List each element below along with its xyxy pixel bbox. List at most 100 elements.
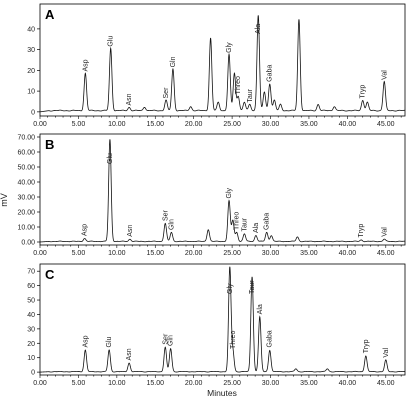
peak-label: Glu bbox=[106, 336, 113, 347]
x-tick-label: 0.00 bbox=[33, 121, 47, 128]
chromatogram-trace bbox=[39, 15, 405, 113]
peak-label: Asp bbox=[82, 59, 89, 71]
y-tick-label: 20 bbox=[27, 68, 35, 75]
y-tick-label: 40 bbox=[27, 26, 35, 33]
x-tick-label: 10.00 bbox=[108, 250, 126, 257]
x-tick-label: 35.00 bbox=[300, 250, 318, 257]
y-tick-label: 40 bbox=[27, 312, 35, 319]
peak-label: Ala bbox=[253, 223, 260, 233]
x-tick-label: 45.00 bbox=[377, 250, 395, 257]
x-tick-label: 20.00 bbox=[185, 121, 203, 128]
peak-label: Glu bbox=[107, 153, 114, 164]
x-tick-label: 40.00 bbox=[339, 121, 357, 128]
y-tick-label: 30 bbox=[27, 47, 35, 54]
peak-label: Glu bbox=[108, 36, 115, 47]
y-tick-label: 50 bbox=[27, 298, 35, 305]
y-tick-label: 20 bbox=[27, 341, 35, 348]
x-tick-label: 35.00 bbox=[300, 121, 318, 128]
panel-label: C bbox=[45, 267, 55, 282]
x-tick-label: 10.00 bbox=[108, 121, 126, 128]
peak-label: Val bbox=[383, 348, 390, 358]
y-tick-label: 0 bbox=[31, 370, 35, 377]
x-tick-label: 20.00 bbox=[185, 380, 203, 387]
peak-label: Threo bbox=[234, 212, 241, 230]
peak-label: Gaba bbox=[267, 330, 274, 347]
x-tick-label: 30.00 bbox=[262, 380, 280, 387]
x-tick-label: 10.00 bbox=[108, 380, 126, 387]
plot-frame bbox=[39, 133, 406, 246]
y-tick-label: 30 bbox=[27, 326, 35, 333]
peak-label: Asn bbox=[127, 225, 134, 237]
panel-label: A bbox=[45, 7, 55, 22]
peak-label: Val bbox=[381, 227, 388, 237]
y-tick-label: 30.00 bbox=[17, 195, 35, 202]
x-tick-label: 0.00 bbox=[33, 380, 47, 387]
plot-frame bbox=[39, 263, 406, 376]
y-tick-label: 60 bbox=[27, 283, 35, 290]
y-tick-label: 20.00 bbox=[17, 210, 35, 217]
x-tick-label: 30.00 bbox=[262, 121, 280, 128]
peak-label: Gly bbox=[226, 42, 233, 53]
x-tick-label: 25.00 bbox=[223, 250, 241, 257]
peak-label: Ala bbox=[255, 24, 262, 34]
x-tick-label: 5.00 bbox=[72, 121, 86, 128]
y-tick-label: 10.00 bbox=[17, 225, 35, 232]
x-tick-label: 15.00 bbox=[146, 250, 164, 257]
peak-label: Asp bbox=[82, 335, 89, 347]
peak-label: Ala bbox=[257, 304, 264, 314]
x-tick-label: 5.00 bbox=[72, 250, 86, 257]
x-tick-label: 40.00 bbox=[339, 380, 357, 387]
peak-label: Threo bbox=[235, 76, 242, 94]
x-tick-label: 35.00 bbox=[300, 380, 318, 387]
y-tick-label: 0.00 bbox=[21, 240, 35, 247]
x-tick-label: 45.00 bbox=[377, 121, 395, 128]
y-tick-label: 0 bbox=[31, 109, 35, 116]
peak-label: Threo bbox=[230, 331, 237, 349]
peak-label: Gly bbox=[227, 283, 234, 294]
x-tick-label: 0.00 bbox=[33, 250, 47, 257]
panel-B: B 0.00 10.00 20.00 30.00 40.00 50.00 60.00 70.00… bbox=[17, 133, 406, 257]
peak-label: Asn bbox=[126, 93, 133, 105]
x-tick-label: 25.00 bbox=[223, 121, 241, 128]
peak-label: Gaba bbox=[267, 65, 274, 82]
peak-label: Gaba bbox=[264, 213, 271, 230]
peak-label: Ser bbox=[163, 87, 170, 99]
panel-A: A 0 10 20 30 40 0.00 5.00 10.00 15.00 20.00 25.00 30… bbox=[27, 3, 406, 128]
y-tick-label: 60.00 bbox=[17, 150, 35, 157]
peak-label: Tryp bbox=[360, 85, 367, 99]
plot-frame bbox=[39, 3, 406, 117]
peak-label: Taur bbox=[249, 280, 256, 294]
y-tick-label: 40.00 bbox=[17, 180, 35, 187]
x-tick-label: 25.00 bbox=[223, 380, 241, 387]
peak-label: Taur bbox=[241, 217, 248, 231]
x-tick-label: 5.00 bbox=[72, 380, 86, 387]
peak-label: Val bbox=[381, 70, 388, 80]
peak-label: Ser bbox=[162, 333, 169, 345]
peak-label: Gln bbox=[168, 335, 175, 346]
y-tick-label: 50.00 bbox=[17, 165, 35, 172]
y-tick-label: 70 bbox=[27, 269, 35, 276]
x-tick-label: 45.00 bbox=[377, 380, 395, 387]
peak-label: Asp bbox=[82, 224, 89, 236]
y-tick-label: 70.00 bbox=[17, 135, 35, 142]
peak-label: Tryp bbox=[358, 224, 365, 238]
x-tick-label: 15.00 bbox=[146, 380, 164, 387]
peak-label: Asn bbox=[126, 348, 133, 360]
chromatogram-trace bbox=[39, 139, 406, 243]
x-tick-label: 30.00 bbox=[262, 250, 280, 257]
peak-label: Gln bbox=[168, 219, 175, 230]
y-tick-label: 10 bbox=[27, 89, 35, 96]
peak-label: Ser bbox=[162, 209, 169, 221]
x-tick-label: 15.00 bbox=[146, 121, 164, 128]
panel-C: C 0 10 20 30 40 50 60 70 0.00 5.00 10.00 15.00 20.00 2… bbox=[27, 263, 406, 387]
peak-label: Tryp bbox=[363, 339, 370, 353]
x-tick-label: 40.00 bbox=[339, 250, 357, 257]
y-axis-label: mV bbox=[0, 193, 9, 207]
x-axis-label: Minutes bbox=[207, 388, 237, 398]
peak-label: Gln bbox=[170, 56, 177, 67]
x-tick-label: 20.00 bbox=[185, 250, 203, 257]
chromatogram-trace bbox=[39, 266, 406, 373]
y-tick-label: 10 bbox=[27, 355, 35, 362]
panel-label: B bbox=[45, 137, 54, 152]
